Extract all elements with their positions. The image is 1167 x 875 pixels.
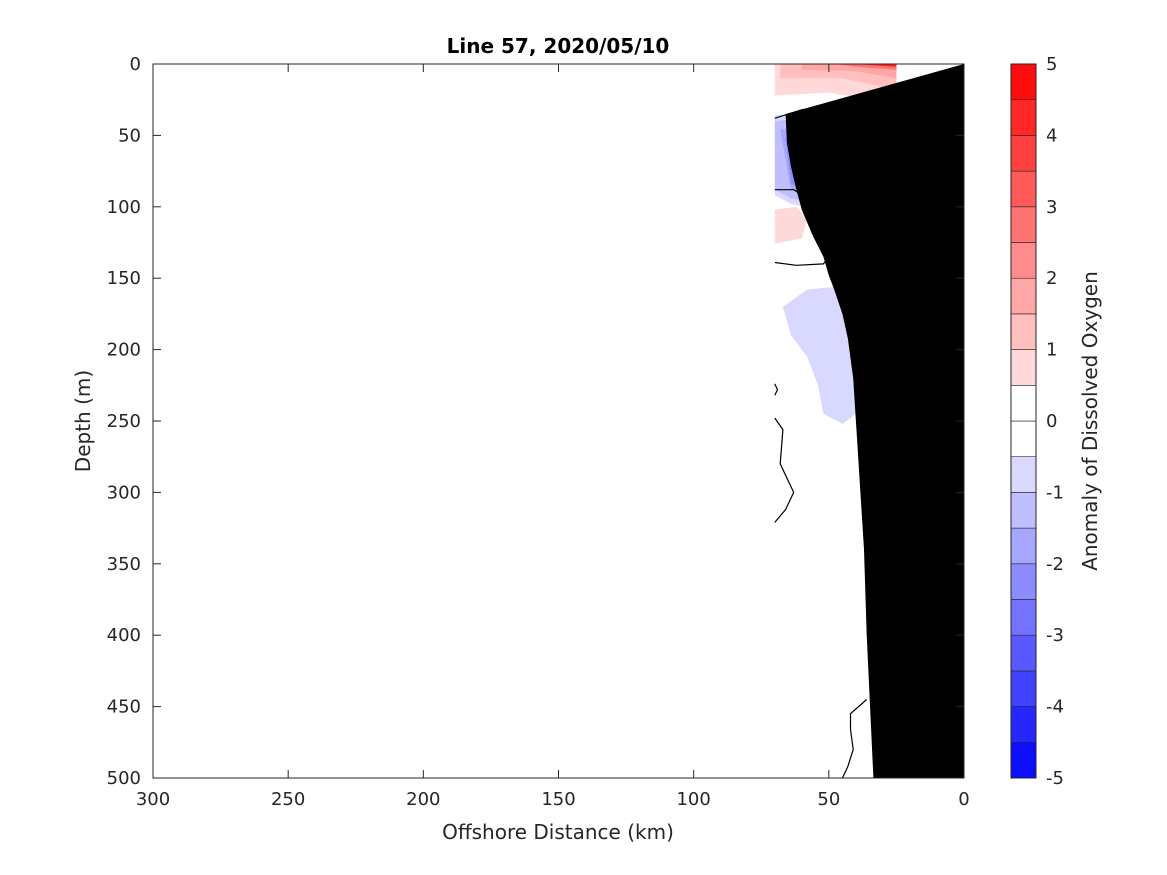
colorbar-tick-label: -2 — [1046, 554, 1064, 575]
colorbar — [1010, 63, 1037, 779]
y-axis-title: Depth (m) — [71, 370, 95, 472]
bathymetry-layer — [785, 64, 964, 778]
colorbar-band — [1010, 170, 1037, 208]
colorbar-tick-label: -1 — [1046, 482, 1064, 503]
colorbar-band — [1010, 135, 1037, 172]
anomaly-region-5 — [774, 206, 808, 244]
x-tick-label: 150 — [541, 789, 575, 810]
x-tick-label: 50 — [817, 789, 840, 810]
colorbar-title: Anomaly of Dissolved Oxygen — [1078, 271, 1102, 571]
colorbar-band — [1010, 313, 1037, 350]
y-tick-label: 100 — [107, 197, 141, 218]
colorbar-band — [1010, 277, 1037, 315]
colorbar-band — [1010, 420, 1037, 458]
colorbar-band — [1010, 349, 1037, 386]
contour-line-4 — [774, 417, 795, 523]
colorbar-tick-label: 5 — [1046, 54, 1057, 75]
y-tick-label: 0 — [130, 54, 141, 75]
x-tick-label: 0 — [958, 789, 969, 810]
x-tick-label: 100 — [676, 789, 710, 810]
bathymetry — [785, 64, 964, 778]
anomaly-region-4 — [855, 64, 897, 67]
y-tick-label: 150 — [107, 268, 141, 289]
x-axis-title: Offshore Distance (km) — [442, 820, 674, 844]
colorbar-band — [1010, 599, 1037, 636]
colorbar-tick-label: 2 — [1046, 268, 1057, 289]
colorbar-band — [1010, 741, 1037, 779]
contour-line-5 — [841, 699, 868, 778]
colorbar-tick-label: -3 — [1046, 625, 1064, 646]
colorbar-tick-label: -4 — [1046, 697, 1064, 718]
colorbar-band — [1010, 634, 1037, 672]
colorbar-band — [1010, 206, 1037, 243]
y-tick-label: 350 — [107, 554, 141, 575]
x-tick-label: 300 — [136, 789, 170, 810]
chart-title: Line 57, 2020/05/10 — [447, 34, 670, 58]
colorbar-ticks: -5 -4 -3 -2 -1 0 1 2 3 4 5 — [1046, 54, 1064, 789]
y-axis: 0 50 100 150 200 250 300 350 400 450 500 — [107, 54, 964, 789]
y-tick-label: 450 — [107, 697, 141, 718]
colorbar-band — [1010, 242, 1037, 279]
colorbar-band — [1010, 99, 1037, 136]
y-tick-label: 250 — [107, 411, 141, 432]
colorbar-tick-label: -5 — [1046, 768, 1064, 789]
colorbar-tick-label: 3 — [1046, 197, 1057, 218]
x-tick-label: 250 — [271, 789, 305, 810]
x-axis: 300 250 200 150 100 50 0 — [136, 64, 970, 810]
colorbar-band — [1010, 706, 1037, 743]
colorbar-band — [1010, 384, 1037, 422]
y-tick-label: 200 — [107, 340, 141, 361]
y-tick-label: 300 — [107, 482, 141, 503]
colorbar-band — [1010, 563, 1037, 600]
x-tick-label: 200 — [406, 789, 440, 810]
colorbar-band — [1010, 456, 1037, 493]
colorbar-band — [1010, 527, 1037, 565]
y-tick-label: 400 — [107, 625, 141, 646]
colorbar-tick-label: 4 — [1046, 125, 1057, 146]
y-tick-label: 50 — [118, 125, 141, 146]
colorbar-band — [1010, 63, 1037, 101]
colorbar-tick-label: 0 — [1046, 411, 1057, 432]
y-tick-label: 500 — [107, 768, 141, 789]
colorbar-frame — [1010, 63, 1037, 779]
colorbar-tick-label: 1 — [1046, 340, 1057, 361]
colorbar-band — [1010, 492, 1037, 529]
colorbar-band — [1010, 670, 1037, 707]
contour-line-3 — [774, 383, 779, 396]
